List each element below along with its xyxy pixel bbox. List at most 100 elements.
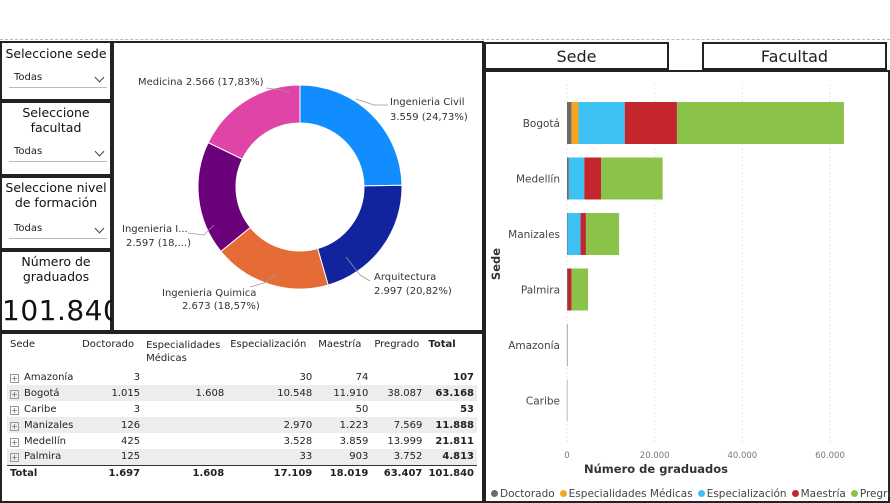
slicer-facultad-dropdown[interactable]: Todas <box>9 143 107 162</box>
bar-chart: Bogotá Medellín Manizales Palmira Amazonía Ca… <box>489 84 845 476</box>
bar-segment[interactable] <box>567 157 569 200</box>
table-row: + Medellín 425 3.528 3.859 13.999 21.811 <box>7 433 477 449</box>
matrix-header[interactable]: Sede <box>10 339 35 350</box>
bar-segment[interactable] <box>567 268 568 311</box>
matrix-header[interactable]: Especialidades Médicas <box>146 340 221 364</box>
bar-segment[interactable] <box>567 102 572 144</box>
matrix-header[interactable]: Doctorado <box>82 339 135 350</box>
donut-slice[interactable] <box>299 84 403 187</box>
matrix-total-cell: 63.407 <box>383 467 423 479</box>
expand-icon[interactable]: + <box>10 389 19 399</box>
legend-item[interactable]: Especialización <box>697 487 787 500</box>
row-label-text: Caribe <box>24 403 57 415</box>
slicer-nivel-dropdown[interactable]: Todas <box>9 220 107 239</box>
matrix-cell: 38.087 <box>387 387 423 399</box>
chevron-down-icon <box>94 223 105 234</box>
kpi-card: Número de graduados 101.840 <box>0 250 121 332</box>
bar-segment[interactable] <box>676 102 844 144</box>
matrix-cell: 3.752 <box>393 451 423 463</box>
slicer-facultad: Seleccione facultad Todas <box>0 101 112 176</box>
matrix-cell <box>143 449 227 465</box>
bar-segment[interactable] <box>624 102 677 144</box>
donut-label-quimica: Ingenieria Quimica <box>162 288 256 299</box>
y-category-label: Medellín <box>516 174 560 186</box>
matrix-header[interactable]: Maestría <box>318 339 362 350</box>
leader-line <box>265 87 291 94</box>
table-row: + Caribe 3 50 53 <box>7 401 477 417</box>
row-label-text: Medellín <box>24 435 66 447</box>
tab-facultad[interactable]: Facultad <box>702 42 887 70</box>
donut-value-quimica: 2.673 (18,57%) <box>182 301 260 312</box>
matrix-header[interactable]: Pregrado <box>374 339 420 350</box>
legend-dot-icon <box>850 490 858 497</box>
slicer-nivel-value: Todas <box>14 223 43 234</box>
bar-segment[interactable] <box>585 213 620 255</box>
matrix-header[interactable]: Total <box>428 339 456 350</box>
matrix-cell: 11.910 <box>333 387 369 399</box>
bar-segment[interactable] <box>601 157 663 200</box>
matrix-cell: 3.528 <box>283 435 313 447</box>
matrix-header[interactable]: Especialización <box>230 339 307 350</box>
row-label-text: Manizales <box>24 419 74 431</box>
matrix-cell: 1.015 <box>111 387 141 399</box>
slicer-nivel-title: Seleccione nivel de formación <box>5 180 107 210</box>
bar-segment[interactable] <box>584 157 602 200</box>
expand-icon[interactable]: + <box>10 421 19 431</box>
matrix-total-cell: 1.697 <box>108 467 141 479</box>
legend-label: Pregrado <box>859 487 890 500</box>
donut-label-ing-i: Ingenieria I... <box>122 224 188 235</box>
y-category-label: Palmira <box>521 285 560 297</box>
leader-line <box>345 256 371 282</box>
legend-item[interactable]: Especialidades Médicas <box>559 488 693 500</box>
bar-segment[interactable] <box>580 213 586 255</box>
bar-segment[interactable] <box>578 102 625 144</box>
matrix-row-label: + Manizales <box>7 417 79 433</box>
matrix-cell <box>227 401 315 417</box>
slicer-sede-title: Seleccione sede <box>5 46 107 61</box>
leader-line <box>355 98 388 106</box>
bar-segment[interactable] <box>571 268 589 311</box>
matrix-cell: 30 <box>299 371 313 383</box>
row-label-text: Palmira <box>24 451 62 463</box>
donut-value-civil: 3.559 (24,73%) <box>390 112 468 123</box>
table-row: + Palmira 125 33 903 3.752 4.813 <box>7 449 477 465</box>
legend-item[interactable]: Pregrado <box>850 487 890 500</box>
bar-segment[interactable] <box>568 157 585 200</box>
chart-legend: Doctorado Especialidades Médicas Especiali… <box>491 482 890 501</box>
tab-sede[interactable]: Sede <box>484 42 669 70</box>
bar-segment[interactable] <box>567 268 572 311</box>
matrix-cell: 425 <box>121 435 141 447</box>
donut-label-medicina: Medicina 2.566 (17,83%) <box>138 77 264 88</box>
chevron-down-icon <box>94 72 105 83</box>
x-tick-label: 40.000 <box>727 451 757 461</box>
donut-label-civil: Ingenieria Civil <box>390 97 465 108</box>
chevron-down-icon <box>94 146 105 157</box>
expand-icon[interactable]: + <box>10 405 19 415</box>
donut-slice[interactable] <box>207 84 301 160</box>
legend-item[interactable]: Maestría <box>791 488 846 500</box>
bar-segment[interactable] <box>567 213 581 255</box>
donut-slice[interactable] <box>317 184 403 286</box>
x-tick-label: 0 <box>564 451 569 461</box>
expand-icon[interactable]: + <box>10 453 19 463</box>
table-row: + Manizales 126 2.970 1.223 7.569 11.888 <box>7 417 477 433</box>
bar-segment[interactable] <box>571 102 579 144</box>
slicer-nivel: Seleccione nivel de formación Todas <box>0 176 112 250</box>
matrix-cell: 126 <box>121 419 141 431</box>
matrix-panel: Sede Doctorado Especialidades Médicas Es… <box>0 332 484 503</box>
matrix-cell <box>371 401 425 417</box>
legend-label: Especialización <box>706 487 787 500</box>
x-tick-label: 60.000 <box>815 451 845 461</box>
donut-chart: Medicina 2.566 (17,83%) Ingenieria Civil… <box>122 77 468 312</box>
legend-dot-icon <box>491 490 498 497</box>
expand-icon[interactable]: + <box>10 437 19 447</box>
y-category-label: Bogotá <box>523 118 560 130</box>
matrix-row-label: + Palmira <box>7 449 79 465</box>
bar-segment[interactable] <box>567 213 568 255</box>
slicer-sede-dropdown[interactable]: Todas <box>9 69 107 88</box>
expand-icon[interactable]: + <box>10 373 19 383</box>
matrix-cell: 903 <box>349 451 369 463</box>
legend-item[interactable]: Doctorado <box>491 488 555 500</box>
slicer-facultad-title: Seleccione facultad <box>22 105 90 135</box>
matrix-cell: 21.811 <box>435 435 474 447</box>
